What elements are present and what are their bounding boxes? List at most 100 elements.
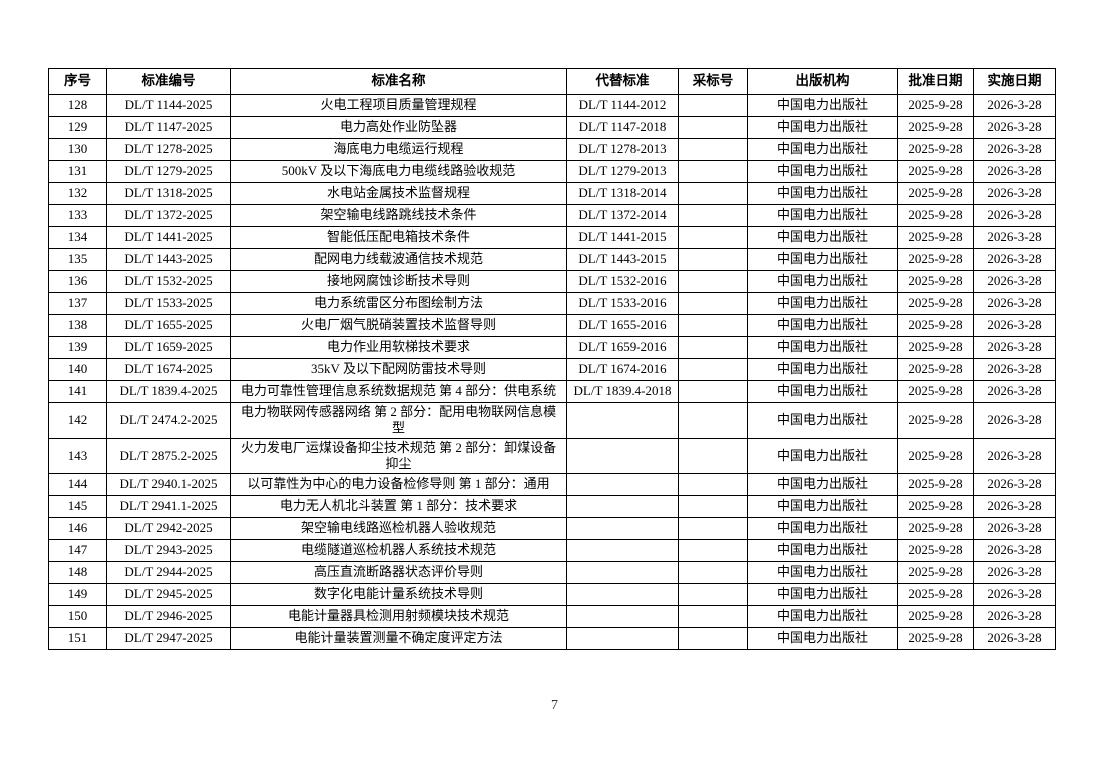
cell-std-name: 海底电力电缆运行规程 bbox=[230, 138, 567, 161]
cell-publisher: 中国电力出版社 bbox=[747, 204, 898, 227]
cell-publisher: 中国电力出版社 bbox=[747, 402, 898, 439]
cell-approval-date: 2025-9-28 bbox=[897, 358, 974, 381]
cell-adopted-no bbox=[678, 116, 748, 139]
cell-effective-date: 2026-3-28 bbox=[973, 539, 1056, 562]
cell-no: 132 bbox=[48, 182, 107, 205]
cell-adopted-no bbox=[678, 160, 748, 183]
cell-approval-date: 2025-9-28 bbox=[897, 561, 974, 584]
cell-adopted-no bbox=[678, 336, 748, 359]
cell-adopted-no bbox=[678, 94, 748, 117]
cell-std-code: DL/T 1533-2025 bbox=[106, 292, 231, 315]
cell-publisher: 中国电力出版社 bbox=[747, 539, 898, 562]
cell-std-code: DL/T 1443-2025 bbox=[106, 248, 231, 271]
cell-no: 135 bbox=[48, 248, 107, 271]
cell-effective-date: 2026-3-28 bbox=[973, 248, 1056, 271]
cell-std-code: DL/T 2940.1-2025 bbox=[106, 473, 231, 496]
cell-effective-date: 2026-3-28 bbox=[973, 226, 1056, 249]
cell-std-code: DL/T 1532-2025 bbox=[106, 270, 231, 293]
cell-adopted-no bbox=[678, 248, 748, 271]
cell-std-code: DL/T 2947-2025 bbox=[106, 627, 231, 650]
cell-std-code: DL/T 1279-2025 bbox=[106, 160, 231, 183]
cell-std-code: DL/T 1674-2025 bbox=[106, 358, 231, 381]
table-row: 147 DL/T 2943-2025 电缆隧道巡检机器人系统技术规范 中国电力出版社 2… bbox=[48, 539, 1056, 562]
cell-approval-date: 2025-9-28 bbox=[897, 583, 974, 606]
cell-effective-date: 2026-3-28 bbox=[973, 627, 1056, 650]
cell-approval-date: 2025-9-28 bbox=[897, 292, 974, 315]
cell-replaced-std: DL/T 1443-2015 bbox=[566, 248, 679, 271]
cell-adopted-no bbox=[678, 270, 748, 293]
cell-std-code: DL/T 2946-2025 bbox=[106, 605, 231, 628]
cell-replaced-std: DL/T 1318-2014 bbox=[566, 182, 679, 205]
cell-effective-date: 2026-3-28 bbox=[973, 402, 1056, 439]
cell-replaced-std: DL/T 1659-2016 bbox=[566, 336, 679, 359]
cell-no: 150 bbox=[48, 605, 107, 628]
cell-approval-date: 2025-9-28 bbox=[897, 204, 974, 227]
header-std-code: 标准编号 bbox=[106, 68, 231, 95]
cell-std-name: 接地网腐蚀诊断技术导则 bbox=[230, 270, 567, 293]
cell-effective-date: 2026-3-28 bbox=[973, 116, 1056, 139]
cell-approval-date: 2025-9-28 bbox=[897, 437, 974, 474]
cell-std-code: DL/T 2941.1-2025 bbox=[106, 495, 231, 518]
cell-replaced-std: DL/T 1674-2016 bbox=[566, 358, 679, 381]
cell-std-name: 500kV 及以下海底电力电缆线路验收规范 bbox=[230, 160, 567, 183]
cell-replaced-std bbox=[566, 495, 679, 518]
cell-std-name: 电力物联网传感器网络 第 2 部分：配用电物联网信息模型 bbox=[230, 402, 567, 439]
table-header-row: 序号 标准编号 标准名称 代替标准 采标号 出版机构 批准日期 实施日期 bbox=[48, 68, 1056, 95]
header-adopted-no: 采标号 bbox=[678, 68, 748, 95]
cell-std-name: 数字化电能计量系统技术导则 bbox=[230, 583, 567, 606]
cell-no: 140 bbox=[48, 358, 107, 381]
cell-adopted-no bbox=[678, 226, 748, 249]
cell-approval-date: 2025-9-28 bbox=[897, 605, 974, 628]
cell-std-code: DL/T 1655-2025 bbox=[106, 314, 231, 337]
cell-approval-date: 2025-9-28 bbox=[897, 336, 974, 359]
header-publisher: 出版机构 bbox=[747, 68, 898, 95]
cell-std-name: 火力发电厂运煤设备抑尘技术规范 第 2 部分：卸煤设备抑尘 bbox=[230, 437, 567, 474]
cell-std-name: 电力可靠性管理信息系统数据规范 第 4 部分：供电系统 bbox=[230, 380, 567, 403]
cell-publisher: 中国电力出版社 bbox=[747, 380, 898, 403]
cell-adopted-no bbox=[678, 605, 748, 628]
cell-approval-date: 2025-9-28 bbox=[897, 627, 974, 650]
cell-std-code: DL/T 2942-2025 bbox=[106, 517, 231, 540]
cell-approval-date: 2025-9-28 bbox=[897, 226, 974, 249]
cell-adopted-no bbox=[678, 138, 748, 161]
cell-replaced-std: DL/T 1147-2018 bbox=[566, 116, 679, 139]
cell-publisher: 中国电力出版社 bbox=[747, 358, 898, 381]
cell-std-code: DL/T 2944-2025 bbox=[106, 561, 231, 584]
cell-publisher: 中国电力出版社 bbox=[747, 138, 898, 161]
cell-adopted-no bbox=[678, 204, 748, 227]
cell-replaced-std bbox=[566, 473, 679, 496]
cell-std-name: 高压直流断路器状态评价导则 bbox=[230, 561, 567, 584]
cell-effective-date: 2026-3-28 bbox=[973, 160, 1056, 183]
cell-effective-date: 2026-3-28 bbox=[973, 605, 1056, 628]
cell-no: 139 bbox=[48, 336, 107, 359]
cell-replaced-std bbox=[566, 561, 679, 584]
cell-approval-date: 2025-9-28 bbox=[897, 94, 974, 117]
cell-adopted-no bbox=[678, 380, 748, 403]
table-row: 142 DL/T 2474.2-2025 电力物联网传感器网络 第 2 部分：配用电… bbox=[48, 402, 1056, 439]
cell-replaced-std: DL/T 1279-2013 bbox=[566, 160, 679, 183]
cell-no: 133 bbox=[48, 204, 107, 227]
cell-no: 146 bbox=[48, 517, 107, 540]
cell-std-name: 以可靠性为中心的电力设备检修导则 第 1 部分：通用 bbox=[230, 473, 567, 496]
table-row: 146 DL/T 2942-2025 架空输电线路巡检机器人验收规范 中国电力出版社 2… bbox=[48, 517, 1056, 540]
cell-std-name: 配网电力线载波通信技术规范 bbox=[230, 248, 567, 271]
header-effective-date: 实施日期 bbox=[973, 68, 1056, 95]
standards-table-body: 128 DL/T 1144-2025 火电工程项目质量管理规程 DL/T 1144-2… bbox=[48, 94, 1056, 650]
cell-replaced-std: DL/T 1372-2014 bbox=[566, 204, 679, 227]
cell-publisher: 中国电力出版社 bbox=[747, 561, 898, 584]
cell-adopted-no bbox=[678, 495, 748, 518]
table-row: 132 DL/T 1318-2025 水电站金属技术监督规程 DL/T 1318-20… bbox=[48, 182, 1056, 205]
cell-publisher: 中国电力出版社 bbox=[747, 226, 898, 249]
cell-publisher: 中国电力出版社 bbox=[747, 94, 898, 117]
cell-std-code: DL/T 1441-2025 bbox=[106, 226, 231, 249]
cell-publisher: 中国电力出版社 bbox=[747, 270, 898, 293]
cell-adopted-no bbox=[678, 182, 748, 205]
cell-std-name: 电力作业用软梯技术要求 bbox=[230, 336, 567, 359]
cell-std-code: DL/T 1659-2025 bbox=[106, 336, 231, 359]
table-row: 136 DL/T 1532-2025 接地网腐蚀诊断技术导则 DL/T 1532-20… bbox=[48, 270, 1056, 293]
cell-adopted-no bbox=[678, 627, 748, 650]
table-row: 134 DL/T 1441-2025 智能低压配电箱技术条件 DL/T 1441-20… bbox=[48, 226, 1056, 249]
cell-approval-date: 2025-9-28 bbox=[897, 116, 974, 139]
cell-std-name: 架空输电线路巡检机器人验收规范 bbox=[230, 517, 567, 540]
cell-adopted-no bbox=[678, 402, 748, 439]
